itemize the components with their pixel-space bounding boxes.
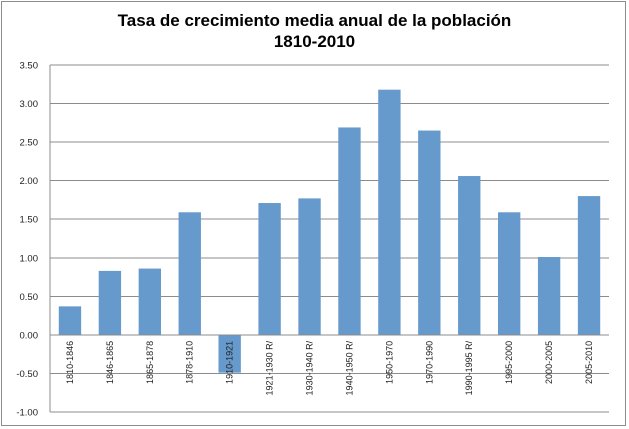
y-tick-label: 1.50	[20, 215, 39, 226]
x-tick-label: 1846-1865	[105, 341, 115, 384]
y-tick-label: 2.50	[20, 138, 39, 149]
bar-4	[218, 334, 241, 373]
chart-title-line2: 1810-2010	[273, 32, 356, 51]
y-tick-label: 0.50	[20, 292, 39, 303]
y-tick-label: 2.00	[20, 176, 39, 187]
x-tick-label: 1865-1878	[145, 341, 155, 384]
x-tick-label: 1990-1995 R/	[464, 340, 474, 395]
bar-12	[537, 257, 561, 335]
y-tick-label: -0.50	[16, 369, 38, 380]
bar-5	[258, 203, 281, 335]
x-tick-label: 1930-1940 R/	[305, 340, 315, 395]
bar-13	[577, 196, 601, 335]
y-tick-label: -1.00	[16, 408, 38, 419]
bar-10	[458, 176, 481, 335]
bar-1	[98, 270, 122, 335]
x-tick-label: 1970-1990	[424, 341, 434, 384]
x-tick-label: 1878-1910	[185, 341, 195, 384]
bar-9	[418, 130, 441, 335]
bar-0	[58, 306, 82, 335]
y-tick-label: 1.00	[20, 253, 39, 264]
x-tick-label: 2005-2010	[584, 341, 594, 384]
bar-7	[338, 127, 361, 335]
x-tick-label: 1921-1930 R/	[265, 340, 275, 395]
x-tick-label: 2000-2005	[544, 341, 554, 384]
x-tick-label: 1940-1950 R/	[344, 340, 354, 395]
bar-11	[497, 212, 521, 335]
bar-3	[178, 212, 201, 335]
y-tick-label: 3.00	[20, 99, 39, 110]
y-tick-label: 3.50	[20, 61, 39, 72]
x-tick-label: 1810-1846	[65, 341, 75, 384]
chart-title: Tasa de crecimiento media anual de la po…	[0, 10, 629, 52]
bar-8	[378, 89, 401, 335]
x-tick-label: 1950-1970	[384, 341, 394, 384]
chart-title-line1: Tasa de crecimiento media anual de la po…	[117, 11, 512, 30]
x-tick-label: 1995-2000	[504, 341, 514, 384]
bar-6	[298, 198, 321, 335]
x-tick-label: 1910-1921	[225, 341, 235, 384]
y-tick-label: 0.00	[20, 330, 39, 341]
bar-2	[138, 268, 162, 335]
